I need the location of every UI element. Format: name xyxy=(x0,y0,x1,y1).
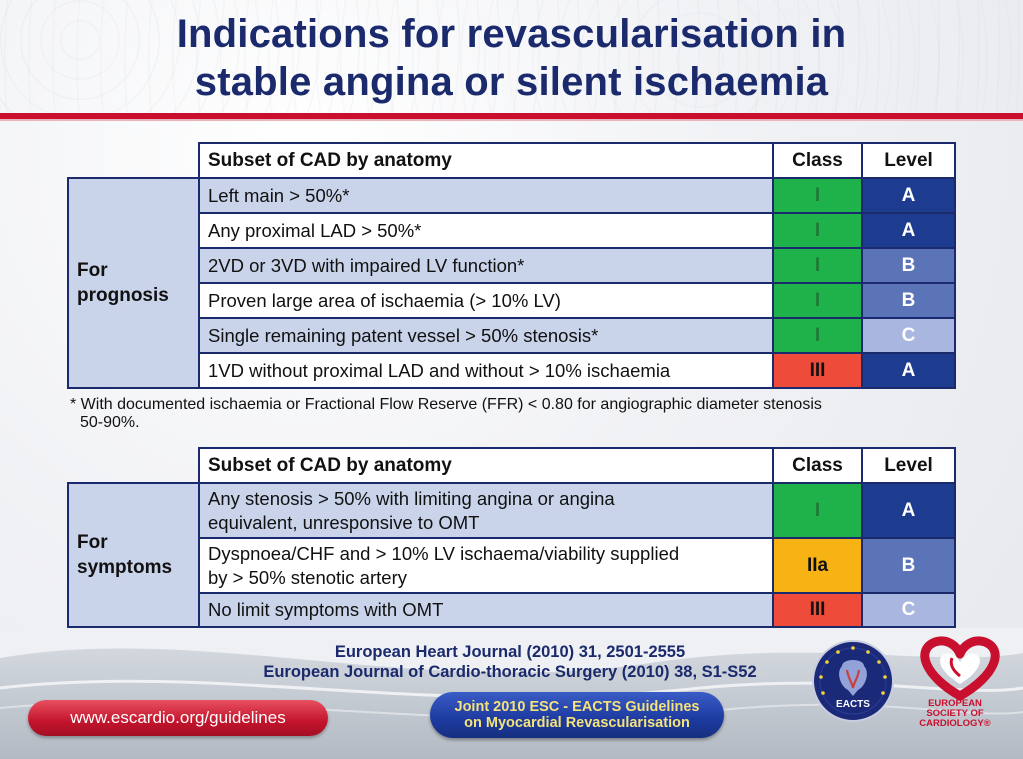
header-class: Class xyxy=(772,142,863,179)
eacts-logo-text: EACTS xyxy=(836,699,870,710)
group-label-symptoms: For symptoms xyxy=(67,482,200,628)
class-cell: III xyxy=(772,352,863,389)
joint-line-2: on Myocardial Revascularisation xyxy=(464,715,690,731)
level-cell: A xyxy=(861,177,956,214)
class-cell: I xyxy=(772,282,863,319)
footnote-line-2: 50-90%. xyxy=(80,414,140,431)
references: European Heart Journal (2010) 31, 2501-2… xyxy=(240,642,780,682)
class-cell: I xyxy=(772,212,863,249)
level-cell: C xyxy=(861,317,956,354)
subset-cell: 2VD or 3VD with impaired LV function* xyxy=(198,247,774,284)
header-class: Class xyxy=(772,447,863,484)
table-row: No limit symptoms with OMT III C xyxy=(68,592,956,628)
subset-cell: No limit symptoms with OMT xyxy=(198,592,774,628)
symptoms-header-row: Subset of CAD by anatomy Class Level xyxy=(68,447,956,484)
level-cell: B xyxy=(861,537,956,594)
level-cell: B xyxy=(861,282,956,319)
subset-cell: Single remaining patent vessel > 50% ste… xyxy=(198,317,774,354)
subset-cell: Proven large area of ischaemia (> 10% LV… xyxy=(198,282,774,319)
prognosis-header-row: Subset of CAD by anatomy Class Level xyxy=(68,142,956,179)
joint-guidelines-badge[interactable]: Joint 2010 ESC - EACTS Guidelines on Myo… xyxy=(430,692,724,738)
table-row: Single remaining patent vessel > 50% ste… xyxy=(68,317,956,354)
level-cell: A xyxy=(861,212,956,249)
class-cell: I xyxy=(772,177,863,214)
title-line-1: Indications for revascularisation in xyxy=(176,12,847,56)
header-level: Level xyxy=(861,142,956,179)
level-cell: C xyxy=(861,592,956,628)
header-level: Level xyxy=(861,447,956,484)
subset-cell: Any stenosis > 50% with limiting angina … xyxy=(198,482,774,539)
level-cell: A xyxy=(861,352,956,389)
joint-line-1: Joint 2010 ESC - EACTS Guidelines xyxy=(454,699,700,715)
table-row: Proven large area of ischaemia (> 10% LV… xyxy=(68,282,956,319)
header-subset: Subset of CAD by anatomy xyxy=(198,142,774,179)
footnote: * With documented ischaemia or Fractiona… xyxy=(70,396,970,432)
title-divider-shadow xyxy=(0,119,1023,121)
header-subset: Subset of CAD by anatomy xyxy=(198,447,774,484)
subset-cell: Dyspnoea/CHF and > 10% LV ischaema/viabi… xyxy=(198,537,774,594)
guidelines-link-button[interactable]: www.escardio.org/guidelines xyxy=(28,700,328,736)
class-cell: III xyxy=(772,592,863,628)
esc-logo-text: EUROPEAN SOCIETY OF CARDIOLOGY® xyxy=(919,698,991,729)
title-divider xyxy=(0,113,1023,119)
level-cell: A xyxy=(861,482,956,539)
class-cell: IIa xyxy=(772,537,863,594)
subset-cell: 1VD without proximal LAD and without > 1… xyxy=(198,352,774,389)
reference-ehj: European Heart Journal (2010) 31, 2501-2… xyxy=(334,643,686,661)
background-pattern xyxy=(0,0,1023,120)
table-row: Dyspnoea/CHF and > 10% LV ischaema/viabi… xyxy=(68,537,956,594)
class-cell: I xyxy=(772,482,863,539)
reference-ejcts: European Journal of Cardio-thoracic Surg… xyxy=(263,663,757,681)
table-row: For symptoms Any stenosis > 50% with lim… xyxy=(67,482,956,628)
header-spacer xyxy=(68,143,199,178)
class-cell: I xyxy=(772,317,863,354)
symptoms-table: Subset of CAD by anatomy Class Level For… xyxy=(67,447,956,628)
table-row: For prognosis Left main > 50%* I A xyxy=(67,177,956,389)
table-row: 2VD or 3VD with impaired LV function* I … xyxy=(68,247,956,284)
table-row: 1VD without proximal LAD and without > 1… xyxy=(68,352,956,389)
esc-heart-logo-icon xyxy=(920,636,1000,701)
slide-title: Indications for revascularisation in sta… xyxy=(0,10,1023,106)
prognosis-table: Subset of CAD by anatomy Class Level For… xyxy=(67,142,956,389)
subset-cell: Any proximal LAD > 50%* xyxy=(198,212,774,249)
subset-cell: Left main > 50%* xyxy=(198,177,774,214)
level-cell: B xyxy=(861,247,956,284)
title-line-2: stable angina or silent ischaemia xyxy=(194,60,829,104)
footnote-line-1: * With documented ischaemia or Fractiona… xyxy=(70,396,822,413)
table-row: Any proximal LAD > 50%* I A xyxy=(68,212,956,249)
eacts-logo-icon: EACTS xyxy=(812,640,894,722)
class-cell: I xyxy=(772,247,863,284)
group-label-prognosis: For prognosis xyxy=(67,177,200,389)
header-spacer xyxy=(68,448,199,483)
